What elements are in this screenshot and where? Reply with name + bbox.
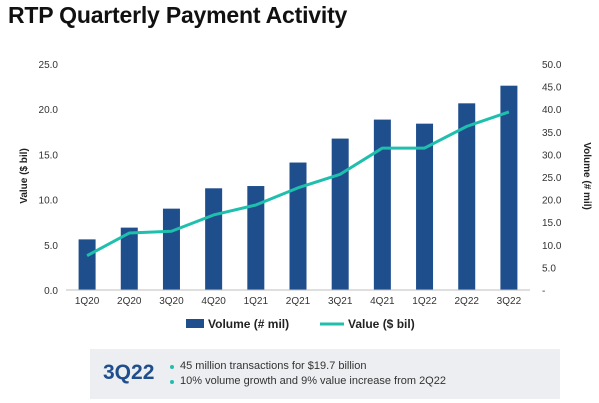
right-tick-label: 40.0 [542,105,562,116]
x-tick-label: 4Q21 [370,296,395,307]
x-tick-labels: 1Q20 2Q20 3Q20 4Q20 1Q21 2Q21 3Q21 4Q21 1Q22 2Q22… [75,296,522,307]
left-tick-label: 15.0 [39,150,59,161]
bar-4Q20 [205,188,223,290]
callout-bullet-list: 45 million transactions for $19.7 billio… [170,359,446,389]
callout-quarter-label: 3Q22 [103,361,155,384]
x-tick-label: 2Q20 [117,296,142,307]
x-tick-label: 1Q22 [412,296,437,307]
bar-2Q22 [458,103,476,290]
x-tick-label: 4Q20 [201,296,226,307]
callout-bullet: 45 million transactions for $19.7 billio… [170,359,446,374]
right-tick-label: 30.0 [542,150,562,161]
left-tick-labels: 0.0 5.0 10.0 15.0 20.0 25.0 [39,60,59,297]
bar-1Q20 [78,239,96,290]
left-tick-label: 0.0 [44,286,58,297]
bar-3Q20 [162,208,180,290]
bar-3Q22 [500,85,518,290]
bar-1Q21 [247,186,265,290]
callout-bullet-text: 10% volume growth and 9% value increase … [180,375,446,387]
legend-label-volume: Volume (# mil) [208,317,289,331]
bar-4Q21 [373,119,391,290]
bar-2Q20 [120,227,138,290]
right-tick-label: 25.0 [542,173,562,184]
line-series-value [86,110,510,257]
right-tick-label: 50.0 [542,60,562,71]
right-tick-label: - [542,286,545,297]
bar-1Q22 [416,123,434,290]
bullet-icon [170,365,174,369]
chart-title: RTP Quarterly Payment Activity [8,2,348,28]
left-tick-label: 10.0 [39,196,59,207]
payment-activity-chart: Value ($ bil) Volume (# mil) 1Q20 2Q20 3Q2… [19,60,592,331]
callout-bullet: 10% volume growth and 9% value increase … [170,374,446,389]
x-tick-label: 3Q22 [497,296,522,307]
legend: Volume (# mil) Value ($ bil) [186,317,415,331]
right-tick-label: 45.0 [542,83,562,94]
x-tick-label: 3Q20 [159,296,184,307]
bullet-icon [170,380,174,384]
x-tick-label: 1Q20 [75,296,100,307]
bar-2Q21 [289,162,307,290]
right-tick-label: 15.0 [542,218,562,229]
right-tick-label: 5.0 [542,263,556,274]
right-tick-label: 10.0 [542,241,562,252]
bar-3Q21 [331,138,349,290]
x-tick-label: 2Q21 [286,296,311,307]
right-axis-label: Volume (# mil) [581,142,592,210]
right-tick-labels: - 5.0 10.0 15.0 20.0 25.0 30.0 35.0 40.0 45.0 50.0 [542,60,562,297]
legend-swatch-volume [186,319,204,328]
left-tick-label: 5.0 [44,241,58,252]
legend-label-value: Value ($ bil) [348,317,415,331]
right-tick-label: 35.0 [542,128,562,139]
left-axis-label: Value ($ bil) [19,148,30,204]
x-tick-label: 1Q21 [244,296,269,307]
right-tick-label: 20.0 [542,196,562,207]
callout-bullet-text: 45 million transactions for $19.7 billio… [180,360,367,372]
summary-callout: 3Q22 45 million transactions for $19.7 b… [90,349,560,399]
x-tick-label: 2Q22 [454,296,479,307]
left-tick-label: 20.0 [39,105,59,116]
left-tick-label: 25.0 [39,60,59,71]
x-tick-label: 3Q21 [328,296,353,307]
